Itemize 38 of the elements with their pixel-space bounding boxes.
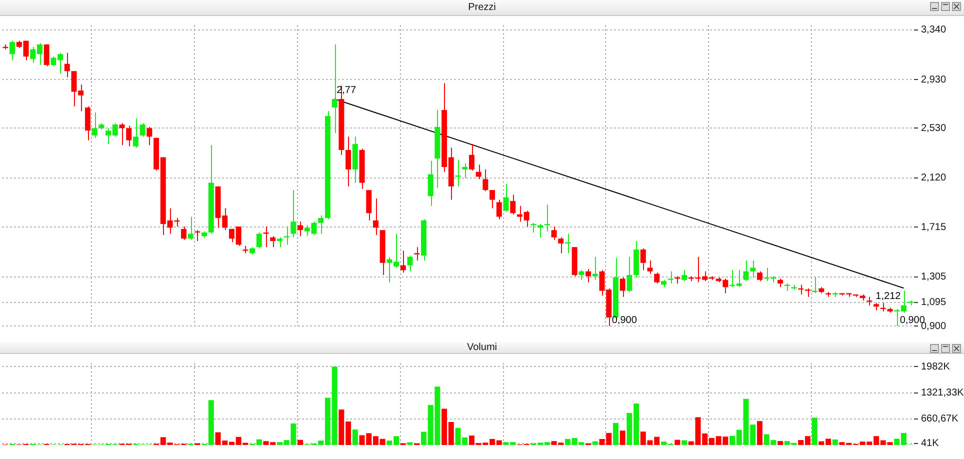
- candlestick: [826, 292, 832, 298]
- bar: [352, 430, 358, 445]
- chart-title: Prezzi: [468, 2, 496, 13]
- y-tick-label: 660,67K: [921, 414, 959, 425]
- bar: [298, 440, 304, 445]
- bar: [756, 421, 762, 445]
- y-tick-label: 41K: [921, 438, 940, 450]
- y-tick-label: 2,530: [921, 122, 946, 134]
- y-tick-label: 2,930: [921, 74, 946, 86]
- chart-title: Volumi: [466, 342, 497, 353]
- candlestick: [668, 270, 674, 284]
- bar: [682, 440, 688, 445]
- bar: [832, 439, 838, 445]
- bar: [612, 422, 618, 445]
- candlestick: [804, 288, 810, 298]
- candlestick: [750, 260, 756, 278]
- y-tick-label: 1,715: [921, 222, 946, 233]
- annotation: 0,900: [612, 314, 638, 326]
- y-tick-label: 0,900: [921, 320, 946, 332]
- candlestick: [832, 292, 838, 298]
- y-tick-label: 3,340: [921, 24, 946, 36]
- y-tick-label: 1982K: [921, 361, 950, 372]
- candlestick: [530, 222, 536, 234]
- y-tick-label: 1,095: [921, 297, 946, 308]
- bar: [812, 418, 818, 445]
- y-tick-label: 1321,33K: [921, 388, 964, 399]
- annotation: 1,212: [876, 290, 902, 302]
- bar: [592, 441, 598, 445]
- candlestick: [414, 246, 420, 261]
- bar: [620, 430, 626, 445]
- bar: [778, 441, 784, 445]
- bar: [674, 440, 680, 445]
- candlestick: [242, 245, 248, 254]
- candlestick: [544, 204, 550, 232]
- candlestick: [784, 283, 790, 292]
- candlestick: [284, 226, 290, 246]
- y-tick-label: 1,305: [921, 272, 946, 283]
- y-tick-label: 2,120: [921, 172, 946, 184]
